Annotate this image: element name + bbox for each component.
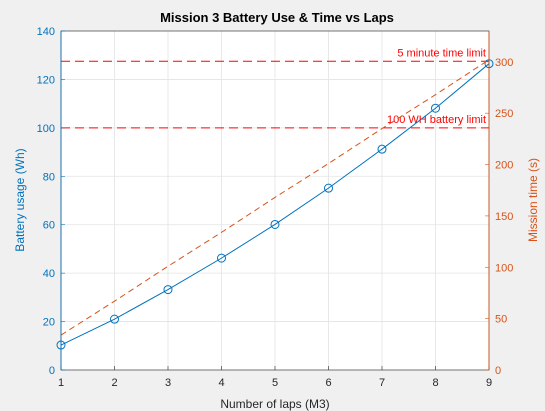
battery-usage-marker [324,183,333,193]
left-tick-label: 20 [43,317,55,329]
left-tick-label: 120 [37,74,55,86]
left-tick-label: 40 [43,268,55,280]
x-axis-label: Number of laps (M3) [220,397,329,411]
left-tick-label: 60 [43,220,55,232]
x-tick-label: 4 [218,377,224,389]
right-tick-label: 100 [495,262,513,274]
x-tick-label: 3 [165,377,171,389]
left-tick-label: 140 [37,26,55,38]
battery-usage-marker [377,144,387,154]
x-tick-label: 5 [272,377,278,389]
mission-time-line [60,59,490,336]
reference-lines: 5 minute time limit 100 WH battery limit [61,47,489,129]
battery-usage-marker [270,219,280,229]
x-tick-label: 9 [486,377,492,389]
left-tick-label: 80 [43,171,55,183]
battery-usage-marker [217,253,226,263]
right-tick-label: 250 [495,108,513,120]
right-tick-label: 150 [495,211,513,223]
x-tick-label: 8 [432,377,438,389]
reference-line-label: 100 WH battery limit [387,114,486,126]
x-tick-label: 7 [379,377,385,389]
left-tick-label: 0 [49,365,55,377]
right-tick-label: 200 [495,160,513,172]
left-axis-label: Battery usage (Wh) [13,148,27,251]
x-tick-label: 2 [111,377,117,389]
reference-line-label: 5 minute time limit [397,47,486,59]
battery-usage-marker [110,314,119,324]
battery-usage-marker [163,285,173,295]
axes-layer: 1 2 3 4 5 6 7 8 90204060801001201400501001502002… [37,26,514,389]
battery-usage-marker [431,103,440,113]
battery-usage-line [60,63,490,346]
chart-title: Mission 3 Battery Use & Time vs Laps [160,10,394,25]
x-tick-label: 6 [325,377,331,389]
right-tick-label: 0 [495,365,501,377]
right-axis-label: Mission time (s) [526,158,540,242]
left-tick-label: 100 [37,123,55,135]
x-tick-label: 1 [58,377,64,389]
right-tick-label: 50 [495,314,507,326]
right-tick-label: 300 [495,57,513,69]
